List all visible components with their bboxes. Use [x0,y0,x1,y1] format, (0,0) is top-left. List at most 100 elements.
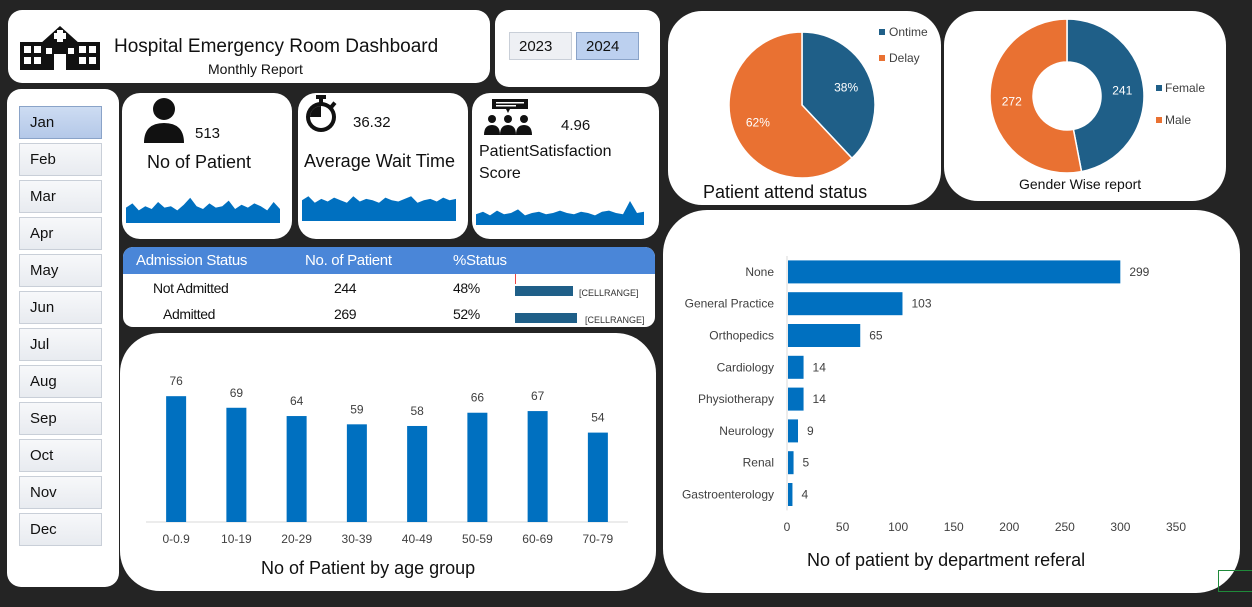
legend-swatch [879,55,885,61]
table-cell-status: Admitted [163,306,216,322]
kpi-label-satisfaction-line2: Score [479,165,521,182]
bar [407,425,428,522]
donut-slice [1066,18,1145,173]
sparkline-area [302,196,456,221]
donut-slice [989,18,1083,174]
column-header-count: No. of Patient [305,252,392,269]
bar [467,412,488,522]
data-label: 59 [350,402,364,416]
admission-status-table: Admission Status No. of Patient %Status … [123,247,655,327]
attend-status-chart-card: 38% 62% Ontime Delay Patient attend status [668,11,941,205]
data-label: 58 [410,404,424,418]
pie-slice [728,31,854,179]
tick-label: 60-69 [522,532,553,546]
category-label: Orthopedics [709,329,774,343]
tick-label: 250 [1055,520,1075,534]
month-button-jul[interactable]: Jul [19,328,102,361]
bar [788,260,1121,284]
group-feedback-icon [484,99,532,135]
attend-status-chart: 38% 62% Ontime Delay [728,25,928,179]
category-label: Physiotherapy [698,392,774,406]
bar [788,451,794,475]
table-cell-pct: 52% [453,306,480,322]
pie-slice [801,31,876,160]
month-button-sep[interactable]: Sep [19,402,102,435]
gender-chart: 241 272 Female Male [989,18,1205,174]
tick-label: 350 [1166,520,1186,534]
month-button-jun[interactable]: Jun [19,291,102,324]
age-group-chart: 76 0-0.9 69 10-19 64 20-29 59 30-39 58 40-49 66 50-… [146,374,628,546]
category-label: Neurology [719,424,774,438]
data-label: 76 [169,374,183,388]
data-label: 69 [230,386,244,400]
tick-label: 200 [999,520,1019,534]
tick-label: 100 [888,520,908,534]
month-button-feb[interactable]: Feb [19,143,102,176]
sparkline-patients [126,197,280,223]
tick-label: 0-0.9 [162,532,190,546]
table-cell-pct: 48% [453,280,480,296]
legend-swatch [1156,85,1162,91]
bar [788,387,804,411]
table-cell-range: [CELLRANGE] [579,288,639,298]
category-label: None [745,265,774,279]
column-header-status: Admission Status [136,252,248,269]
chart-title-gender: Gender Wise report [1019,176,1142,192]
tick-label: 50-59 [462,532,493,546]
data-label: 299 [1129,265,1149,279]
cell-selection-indicator [1218,570,1252,592]
category-label: Renal [743,456,774,470]
kpi-label-wait-time: Average Wait Time [304,151,456,171]
bar [346,424,367,522]
data-label: 65 [869,329,883,343]
month-button-nov[interactable]: Nov [19,476,102,509]
kpi-card-patients: 513 No of Patient [122,93,292,239]
chart-title-age: No of Patient by age group [261,558,476,578]
column-header-pct: %Status [453,252,507,269]
month-button-aug[interactable]: Aug [19,365,102,398]
page-title: Hospital Emergency Room Dashboard [114,36,439,57]
bar [226,407,247,522]
data-label: 272 [1002,94,1022,108]
tick-label: 150 [944,520,964,534]
department-chart-card: None 299 General Practice 103 Orthopedics 65 C… [663,210,1240,593]
tick-label: 50 [836,520,850,534]
table-cell-databar [515,313,578,323]
data-label: 4 [801,488,808,502]
bar [166,396,187,522]
table-cell-databar [515,286,573,296]
legend-label: Ontime [889,25,928,39]
kpi-label-satisfaction-line1: PatientSatisfaction [479,143,612,160]
month-button-may[interactable]: May [19,254,102,287]
year-button-2023[interactable]: 2023 [509,32,572,60]
sparkline-area [126,197,280,223]
category-label: Cardiology [717,360,774,374]
data-label: 9 [807,424,814,438]
sparkline-wait-time [302,196,456,221]
table-header: Admission Status No. of Patient %Status [123,247,655,274]
month-button-jan[interactable]: Jan [19,106,102,139]
bar [286,416,307,522]
chart-title-department: No of patient by department referal [807,550,1086,570]
month-button-oct[interactable]: Oct [19,439,102,472]
data-label: 5 [803,456,810,470]
bar [788,483,793,506]
bar [527,411,548,522]
legend-swatch [879,29,885,35]
kpi-value-wait-time: 36.32 [353,114,391,131]
gender-chart-card: 241 272 Female Male Gender Wise report [944,11,1226,201]
month-button-mar[interactable]: Mar [19,180,102,213]
year-button-2024[interactable]: 2024 [576,32,639,60]
month-button-apr[interactable]: Apr [19,217,102,250]
month-button-dec[interactable]: Dec [19,513,102,546]
data-label: 38% [834,81,858,95]
page-subtitle: Monthly Report [208,61,303,77]
bar [788,355,804,379]
chart-title-attend: Patient attend status [703,182,868,202]
table-cell-range: [CELLRANGE] [585,315,645,325]
table-cell-count: 244 [334,280,357,296]
kpi-card-wait-time: 36.32 Average Wait Time [298,93,468,239]
bar [587,432,608,522]
kpi-value-satisfaction: 4.96 [561,117,591,134]
year-selector: 2023 2024 [495,10,660,87]
